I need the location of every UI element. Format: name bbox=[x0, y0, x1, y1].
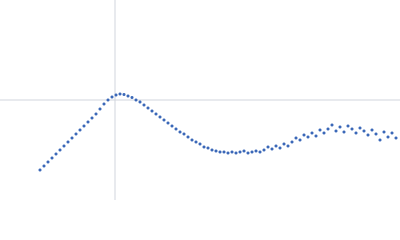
point bbox=[314, 134, 318, 138]
point bbox=[254, 149, 258, 153]
point bbox=[82, 124, 86, 128]
point bbox=[154, 112, 158, 116]
point bbox=[194, 140, 198, 144]
point bbox=[198, 142, 202, 146]
point bbox=[378, 138, 382, 142]
point bbox=[98, 107, 102, 111]
point bbox=[306, 135, 310, 139]
point bbox=[170, 124, 174, 128]
point bbox=[162, 118, 166, 122]
point bbox=[358, 126, 362, 130]
point bbox=[246, 151, 250, 155]
point bbox=[366, 133, 370, 137]
point bbox=[258, 150, 262, 154]
point bbox=[382, 130, 386, 134]
point bbox=[342, 130, 346, 134]
point bbox=[354, 131, 358, 135]
point bbox=[370, 128, 374, 132]
point bbox=[42, 164, 46, 168]
point bbox=[126, 94, 130, 98]
point bbox=[218, 150, 222, 154]
point bbox=[158, 115, 162, 119]
point bbox=[298, 138, 302, 142]
point bbox=[134, 98, 138, 102]
point bbox=[302, 133, 306, 137]
point bbox=[374, 132, 378, 136]
point bbox=[390, 131, 394, 135]
point bbox=[346, 124, 350, 128]
point bbox=[222, 150, 226, 154]
point bbox=[58, 148, 62, 152]
point bbox=[118, 92, 122, 96]
point bbox=[234, 151, 238, 155]
point bbox=[270, 147, 274, 151]
point bbox=[206, 146, 210, 150]
point bbox=[322, 131, 326, 135]
point bbox=[286, 144, 290, 148]
point bbox=[114, 93, 118, 97]
point bbox=[350, 127, 354, 131]
point bbox=[294, 136, 298, 140]
point bbox=[226, 151, 230, 155]
point bbox=[262, 148, 266, 152]
point bbox=[386, 135, 390, 139]
point bbox=[130, 96, 134, 99]
point bbox=[110, 95, 114, 99]
point bbox=[362, 129, 366, 133]
point bbox=[78, 128, 82, 132]
point bbox=[178, 130, 182, 134]
point bbox=[38, 168, 42, 172]
point bbox=[290, 140, 294, 144]
point bbox=[266, 145, 270, 149]
point bbox=[274, 144, 278, 148]
point bbox=[150, 109, 154, 113]
point bbox=[282, 142, 286, 146]
point bbox=[230, 150, 234, 154]
point bbox=[86, 120, 90, 124]
point bbox=[70, 136, 74, 140]
point bbox=[102, 102, 106, 106]
point bbox=[190, 138, 194, 142]
point bbox=[334, 129, 338, 133]
point bbox=[166, 121, 170, 125]
point bbox=[50, 156, 54, 160]
point bbox=[46, 160, 50, 164]
point bbox=[202, 145, 206, 149]
point bbox=[62, 144, 66, 148]
point bbox=[210, 148, 214, 152]
point bbox=[90, 116, 94, 120]
point bbox=[318, 128, 322, 132]
point bbox=[74, 132, 78, 136]
point bbox=[94, 112, 98, 116]
point bbox=[66, 140, 70, 144]
point bbox=[54, 152, 58, 156]
point bbox=[330, 123, 334, 127]
chart bbox=[0, 0, 400, 200]
point bbox=[394, 136, 398, 140]
point bbox=[310, 131, 314, 135]
point bbox=[138, 100, 142, 104]
point bbox=[278, 146, 282, 150]
point bbox=[142, 103, 146, 107]
point bbox=[238, 150, 242, 154]
point bbox=[326, 127, 330, 131]
point bbox=[250, 150, 254, 154]
point bbox=[214, 149, 218, 153]
point bbox=[106, 98, 110, 102]
point bbox=[122, 93, 126, 96]
point bbox=[174, 127, 178, 131]
point bbox=[186, 135, 190, 139]
point bbox=[242, 149, 246, 153]
point bbox=[338, 125, 342, 129]
point bbox=[182, 132, 186, 136]
point bbox=[146, 106, 150, 110]
